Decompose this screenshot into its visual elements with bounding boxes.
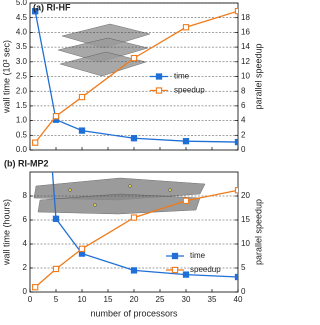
y-axis-label: wall time (hours) — [1, 199, 11, 266]
data-point — [32, 284, 39, 291]
data-point — [130, 54, 138, 62]
y2-axis-label: parallel speedup — [253, 199, 263, 265]
data-point — [234, 138, 238, 146]
y-tick-label: 3.0 — [16, 57, 28, 66]
x-tick-label: 20 — [130, 295, 139, 304]
legend-label: speedup — [174, 86, 205, 95]
y-tick-label: 0.0 — [16, 145, 28, 154]
legend-label: time — [174, 72, 190, 81]
y-tick-label: 2.0 — [16, 86, 28, 95]
data-point — [130, 135, 138, 142]
y2-tick-label: 2 — [241, 130, 246, 139]
data-point — [78, 127, 86, 134]
y-tick-label: 6 — [23, 215, 28, 224]
plot-area — [32, 172, 238, 291]
data-point — [234, 7, 238, 15]
legend-label: speedup — [190, 265, 221, 274]
data-point — [182, 138, 190, 145]
data-point — [78, 245, 86, 252]
y2-tick-label: 0 — [241, 145, 246, 154]
y2-tick-label: 8 — [241, 86, 246, 95]
y2-tick-label: 15 — [241, 215, 250, 224]
y2-tick-label: 18 — [241, 13, 250, 22]
x-axis-label: number of processors — [90, 308, 178, 318]
x-tick-label: 35 — [208, 295, 217, 304]
y-tick-label: 2 — [23, 263, 28, 272]
y2-tick-label: 16 — [241, 28, 250, 37]
data-point — [234, 273, 238, 281]
data-point — [130, 214, 138, 221]
y-tick-label: 2.5 — [16, 72, 28, 81]
y2-tick-label: 10 — [241, 239, 250, 248]
plot-area — [32, 7, 238, 146]
y-tick-label: 5.0 — [16, 0, 28, 7]
series-line — [34, 11, 238, 143]
data-point — [52, 265, 60, 273]
x-tick-label: 25 — [156, 295, 165, 304]
legend-marker — [155, 87, 163, 94]
y2-tick-label: 20 — [241, 191, 250, 200]
y-tick-label: 3.5 — [16, 42, 28, 51]
y2-tick-label: 0 — [241, 287, 246, 296]
y-tick-label: 0.5 — [16, 130, 28, 139]
y-tick-label: 4.0 — [16, 28, 28, 37]
data-point — [130, 267, 138, 274]
y2-tick-label: 4 — [241, 116, 246, 125]
y2-axis-label: parallel speedup — [253, 43, 263, 109]
y-axis-label: wall time (10³ sec) — [1, 40, 11, 114]
data-point — [182, 197, 190, 204]
plot-frame — [29, 171, 239, 293]
x-tick-label: 0 — [28, 295, 33, 304]
x-tick-label: 15 — [104, 295, 113, 304]
series-line — [51, 172, 238, 278]
y2-tick-label: 12 — [241, 57, 250, 66]
x-tick-label: 10 — [78, 295, 87, 304]
series-line — [34, 10, 238, 144]
y2-tick-label: 5 — [241, 263, 246, 272]
data-point — [52, 113, 60, 120]
data-point — [182, 24, 190, 31]
figure: 0.0 0.5 1.0 1.5 2.0 2.5 3.0 3.5 4.0 4.5 5.0 0 2 4 6 8 10… — [1, 0, 263, 318]
molecule-illustration — [57, 23, 151, 77]
x-tick-label: 5 — [54, 295, 59, 304]
legend-label: time — [190, 251, 206, 260]
plot-frame — [29, 2, 239, 151]
y-tick-label: 1.0 — [16, 116, 28, 125]
y-tick-label: 4.5 — [16, 13, 28, 22]
y-tick-label: 4 — [23, 239, 28, 248]
legend-marker — [171, 266, 179, 274]
legend-marker — [155, 73, 163, 80]
y2-tick-label: 6 — [241, 101, 246, 110]
y-tick-label: 1.5 — [16, 101, 28, 110]
data-point — [234, 187, 238, 194]
chart-title: (b) RI-MP2 — [4, 158, 49, 168]
data-point — [182, 271, 190, 278]
legend-marker — [171, 252, 179, 260]
y2-tick-label: 10 — [241, 72, 250, 81]
data-point — [32, 8, 39, 15]
series-line — [34, 189, 238, 288]
data-point — [52, 215, 60, 222]
x-tick-label: 30 — [182, 295, 191, 304]
y-tick-label: 0 — [23, 287, 28, 296]
x-tick-label: 40 — [234, 295, 243, 304]
y2-tick-label: 14 — [241, 42, 250, 51]
data-point — [78, 93, 86, 101]
chart-title: (a) RI-HF — [33, 2, 71, 12]
y-tick-label: 8 — [23, 191, 28, 200]
data-point — [32, 139, 39, 146]
